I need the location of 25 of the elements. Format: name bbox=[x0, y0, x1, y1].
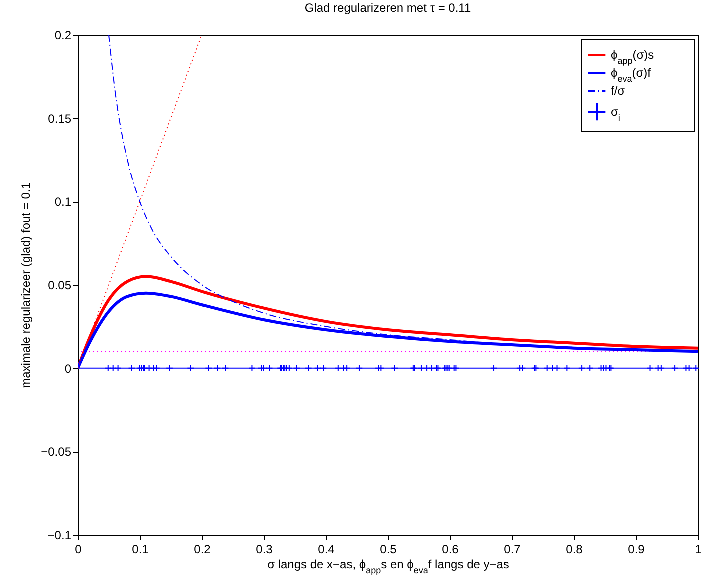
x-tick-label: 0.2 bbox=[194, 542, 212, 556]
x-tick-label: 0.4 bbox=[318, 542, 336, 556]
y-tick-label: 0.05 bbox=[48, 278, 72, 292]
x-tick-label: 0.5 bbox=[380, 542, 398, 556]
legend-label: f/σ bbox=[611, 84, 626, 98]
x-tick-label: 0 bbox=[75, 542, 82, 556]
y-tick-label: −0.1 bbox=[48, 528, 72, 542]
x-tick-label: 0.3 bbox=[256, 542, 274, 556]
y-tick-label: 0.2 bbox=[54, 28, 72, 42]
x-tick-label: 0.9 bbox=[628, 542, 646, 556]
x-tick-label: 0.7 bbox=[504, 542, 522, 556]
x-tick-label: 0.8 bbox=[566, 542, 584, 556]
y-tick-label: 0.15 bbox=[48, 112, 72, 126]
chart-title: Glad regularizeren met τ = 0.11 bbox=[304, 1, 472, 15]
x-tick-label: 0.1 bbox=[132, 542, 150, 556]
legend-label: ϕ$_{eva}$(σ)f bbox=[611, 66, 652, 84]
y-tick-label: 0 bbox=[64, 362, 72, 376]
x-tick-label: 1 bbox=[695, 542, 702, 556]
y-tick-label: −0.05 bbox=[41, 445, 72, 460]
legend-label: σ$_{i}$ bbox=[611, 105, 620, 123]
x-tick-label: 0.6 bbox=[442, 542, 460, 556]
x-axis-title: σ langs de x−as, ϕ$_{app}$s en ϕ$_{eva}$f langs de y−as bbox=[268, 558, 510, 576]
y-tick-label: 0.1 bbox=[54, 195, 72, 210]
legend-label: ϕ$_{app}$(σ)s bbox=[611, 48, 654, 66]
y-axis-title: maximale regularizeer (glad) fout = 0.1 bbox=[19, 182, 34, 388]
